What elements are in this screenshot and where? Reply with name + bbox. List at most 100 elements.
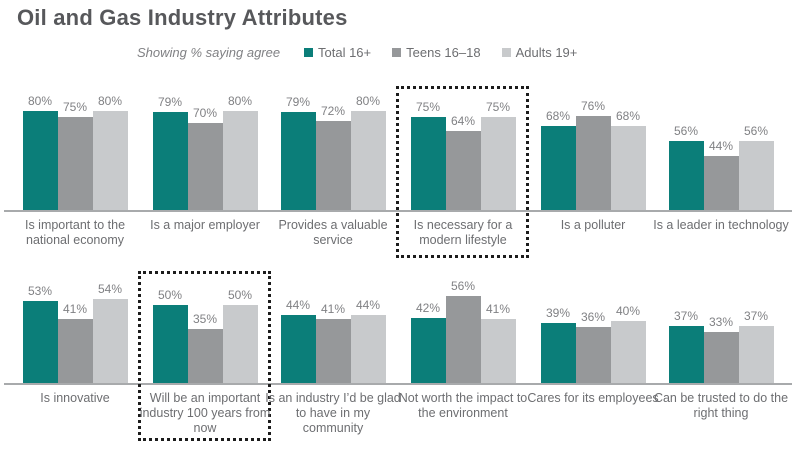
bar (350, 111, 386, 210)
value-label: 42% (415, 301, 441, 315)
value-label: 41% (320, 302, 346, 316)
legend: Total 16+ Teens 16–18 Adults 19+ (304, 45, 577, 60)
value-label: 80% (97, 94, 123, 108)
bar (280, 315, 316, 383)
bar (738, 141, 774, 210)
bar (57, 319, 93, 383)
value-label: 75% (485, 100, 511, 114)
value-label: 75% (62, 100, 88, 114)
value-label: 33% (708, 315, 734, 329)
bar (445, 131, 481, 210)
legend-item-total: Total 16+ (304, 45, 371, 60)
category-label: Provides a valuable service (278, 218, 388, 247)
value-label: 80% (355, 94, 381, 108)
value-label: 56% (673, 124, 699, 138)
value-label: 36% (580, 310, 606, 324)
bar (480, 319, 516, 383)
bar (350, 315, 386, 383)
value-label: 68% (615, 109, 641, 123)
bar (315, 121, 351, 210)
bar (738, 326, 774, 383)
category-label: Is an industry I’d be glad to have in my… (265, 391, 401, 435)
category-label: Is important to the national economy (24, 218, 126, 247)
bar (540, 126, 576, 210)
value-label: 79% (157, 95, 183, 109)
category-label: Is innovative (40, 391, 110, 405)
bar (575, 116, 611, 210)
bar (703, 332, 739, 383)
legend-swatch-total-icon (304, 48, 313, 57)
bar (92, 299, 128, 383)
bar (280, 112, 316, 210)
bar (152, 305, 188, 383)
bar (410, 318, 446, 383)
legend-item-teens: Teens 16–18 (392, 45, 481, 60)
bar (410, 117, 446, 210)
bar (703, 156, 739, 210)
value-label: 41% (485, 302, 511, 316)
value-label: 54% (97, 282, 123, 296)
bar (152, 112, 188, 210)
bar (610, 321, 646, 383)
value-label: 70% (192, 106, 218, 120)
bar (187, 123, 223, 210)
category-label: Can be trusted to do the right thing (653, 391, 789, 420)
bar (315, 319, 351, 383)
value-label: 50% (227, 288, 253, 302)
highlight-box (138, 271, 271, 441)
bar (22, 111, 58, 210)
legend-item-adults: Adults 19+ (501, 45, 578, 60)
bar (92, 111, 128, 210)
legend-swatch-teens-icon (392, 48, 402, 57)
value-label: 64% (450, 114, 476, 128)
category-label: Is a major employer (150, 218, 260, 232)
value-label: 37% (743, 309, 769, 323)
value-label: 39% (545, 306, 571, 320)
legend-note: Showing % saying agree (137, 45, 281, 60)
value-label: 75% (415, 100, 441, 114)
bar (668, 141, 704, 210)
category-label: Will be an important industry 100 years … (139, 391, 271, 435)
value-label: 56% (743, 124, 769, 138)
bar (668, 326, 704, 383)
page-title: Oil and Gas Industry Attributes (17, 5, 348, 30)
value-label: 37% (673, 309, 699, 323)
value-label: 44% (285, 298, 311, 312)
value-label: 44% (708, 139, 734, 153)
value-label: 40% (615, 304, 641, 318)
legend-label-teens: Teens 16–18 (406, 45, 481, 60)
bar (187, 329, 223, 383)
bar (222, 305, 258, 383)
bar (480, 117, 516, 210)
value-label: 44% (355, 298, 381, 312)
legend-label-adults: Adults 19+ (515, 45, 578, 60)
bar (445, 296, 481, 383)
bar (540, 323, 576, 383)
value-label: 79% (285, 95, 311, 109)
bar (575, 327, 611, 383)
highlight-box (396, 86, 529, 258)
category-label: Is a polluter (560, 218, 626, 232)
value-label: 41% (62, 302, 88, 316)
legend-label-total: Total 16+ (318, 45, 372, 60)
value-label: 80% (27, 94, 53, 108)
value-label: 50% (157, 288, 183, 302)
value-label: 56% (450, 279, 476, 293)
value-label: 76% (580, 99, 606, 113)
category-label: Cares for its employees (527, 391, 659, 405)
value-label: 35% (192, 312, 218, 326)
category-label: Is necessary for a modern lifestyle (413, 218, 513, 247)
legend-swatch-adults-icon (501, 48, 511, 57)
value-label: 68% (545, 109, 571, 123)
value-label: 80% (227, 94, 253, 108)
value-label: 53% (27, 284, 53, 298)
bar (57, 117, 93, 210)
category-label: Is a leader in technology (653, 218, 789, 232)
axis-baseline (4, 383, 792, 385)
category-label: Not worth the impact to the environment (398, 391, 528, 420)
bar (610, 126, 646, 210)
bar (222, 111, 258, 210)
value-label: 72% (320, 104, 346, 118)
bar (22, 301, 58, 383)
